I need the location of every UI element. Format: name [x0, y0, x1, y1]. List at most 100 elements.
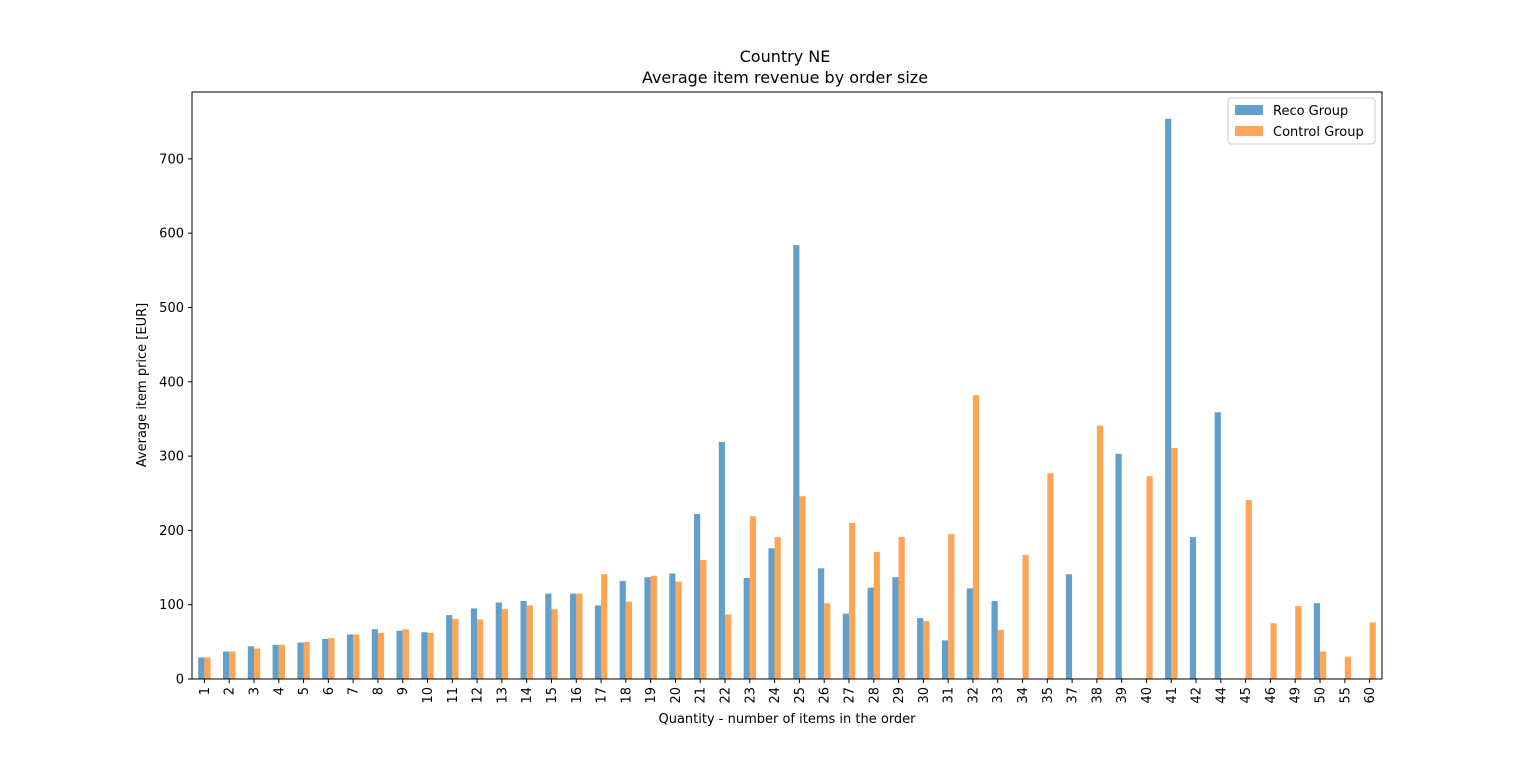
x-tick-label: 35	[1041, 687, 1056, 704]
bar-reco-group-18	[619, 580, 626, 679]
bar-control-group-49	[1295, 606, 1302, 679]
bar-control-group-4	[278, 644, 285, 679]
bar-reco-group-3	[247, 646, 254, 679]
x-tick-label: 45	[1239, 687, 1254, 704]
y-tick-label: 100	[159, 598, 184, 613]
x-tick-label: 25	[793, 687, 808, 704]
bar-control-group-1	[204, 657, 211, 679]
bar-control-group-50	[1320, 651, 1327, 679]
plot-frame	[191, 91, 1383, 680]
bar-control-group-26	[824, 603, 831, 679]
bar-control-group-2	[229, 651, 236, 679]
bar-reco-group-7	[346, 634, 354, 679]
x-tick-label: 31	[942, 687, 957, 704]
y-tick-label: 600	[159, 227, 184, 242]
legend-swatch-reco-group	[1235, 105, 1263, 115]
bar-reco-group-6	[322, 638, 329, 679]
x-tick-label: 17	[595, 687, 610, 704]
x-tick-label: 19	[644, 687, 659, 704]
x-tick-label: 4	[272, 687, 287, 695]
x-tick-label: 6	[322, 687, 337, 695]
bar-reco-group-42	[1189, 537, 1197, 679]
bar-reco-group-15	[545, 593, 552, 679]
bar-control-group-7	[353, 634, 360, 679]
bar-reco-group-1	[198, 657, 205, 679]
bars-group	[198, 118, 1376, 679]
bar-reco-group-13	[495, 602, 502, 679]
bar-control-group-29	[898, 537, 905, 679]
bar-reco-group-50	[1313, 603, 1321, 679]
bar-control-group-40	[1146, 476, 1153, 679]
legend: Reco Group Control Group	[1227, 97, 1376, 145]
x-tick-label: 8	[371, 687, 386, 695]
bar-reco-group-33	[991, 600, 998, 679]
bar-reco-group-17	[594, 605, 602, 679]
y-tick-label: 0	[176, 673, 184, 688]
bar-control-group-9	[402, 629, 409, 679]
bar-reco-group-19	[644, 577, 651, 679]
bar-control-group-8	[377, 632, 385, 679]
x-tick-label: 11	[446, 687, 461, 704]
bar-control-group-12	[477, 619, 484, 679]
x-tick-label: 24	[768, 687, 783, 704]
x-tick-label: 28	[867, 687, 882, 704]
bar-control-group-28	[873, 551, 880, 679]
legend-label-control-group: Control Group	[1273, 125, 1364, 140]
x-tick-label: 30	[917, 687, 932, 704]
bar-reco-group-37	[1065, 574, 1073, 679]
bar-control-group-38	[1096, 425, 1104, 679]
x-tick-label: 5	[297, 687, 312, 695]
chart-subtitle: Average item revenue by order size	[642, 68, 928, 87]
legend-label-reco-group: Reco Group	[1273, 104, 1348, 119]
bar-control-group-55	[1344, 656, 1352, 679]
x-tick-label: 7	[347, 687, 362, 695]
bar-control-group-20	[675, 581, 682, 679]
bar-reco-group-41	[1165, 118, 1172, 679]
x-tick-label: 12	[471, 687, 486, 704]
x-tick-label: 42	[1190, 687, 1205, 704]
bar-reco-group-39	[1115, 453, 1122, 679]
y-axis-label: Average item price [EUR]	[135, 303, 150, 467]
x-axis-label: Quantity - number of items in the order	[658, 712, 916, 727]
bar-reco-group-16	[570, 593, 577, 679]
x-tick-label: 9	[396, 687, 411, 695]
y-tick-label: 500	[159, 301, 184, 316]
bar-reco-group-14	[520, 600, 527, 679]
y-axis: 0 100 200 300 400 500 600 700	[159, 152, 192, 688]
bar-control-group-19	[650, 575, 657, 679]
bar-reco-group-44	[1214, 412, 1221, 679]
bar-reco-group-31	[941, 640, 949, 679]
bar-control-group-45	[1245, 499, 1252, 679]
x-tick-label: 20	[669, 687, 684, 704]
bar-control-group-31	[948, 534, 955, 679]
bar-control-group-22	[725, 614, 732, 679]
x-tick-label: 21	[694, 687, 709, 704]
bar-reco-group-26	[817, 568, 825, 679]
bar-reco-group-25	[793, 245, 800, 679]
x-tick-label: 18	[619, 687, 634, 704]
bar-control-group-11	[452, 618, 459, 679]
bar-reco-group-22	[718, 441, 726, 679]
bar-reco-group-4	[272, 644, 279, 679]
bar-reco-group-28	[867, 587, 874, 679]
bar-reco-group-2	[222, 651, 230, 679]
x-tick-label: 15	[545, 687, 560, 704]
x-tick-label: 44	[1214, 687, 1229, 704]
bar-reco-group-24	[768, 548, 775, 679]
x-tick-label: 3	[247, 687, 262, 695]
x-tick-label: 16	[570, 687, 585, 704]
bar-control-group-18	[625, 601, 633, 679]
x-tick-label: 39	[1115, 687, 1130, 704]
chart-title: Country NE	[740, 47, 831, 66]
bar-control-group-32	[972, 395, 980, 679]
x-tick-label: 10	[421, 687, 436, 704]
bar-reco-group-27	[842, 613, 849, 679]
bar-reco-group-10	[421, 632, 428, 679]
y-tick-label: 300	[159, 450, 184, 465]
x-tick-label: 37	[1066, 687, 1081, 704]
x-tick-label: 34	[1016, 687, 1031, 704]
bar-reco-group-20	[669, 573, 676, 679]
x-tick-label: 40	[1140, 687, 1155, 704]
x-tick-label: 50	[1314, 687, 1329, 704]
